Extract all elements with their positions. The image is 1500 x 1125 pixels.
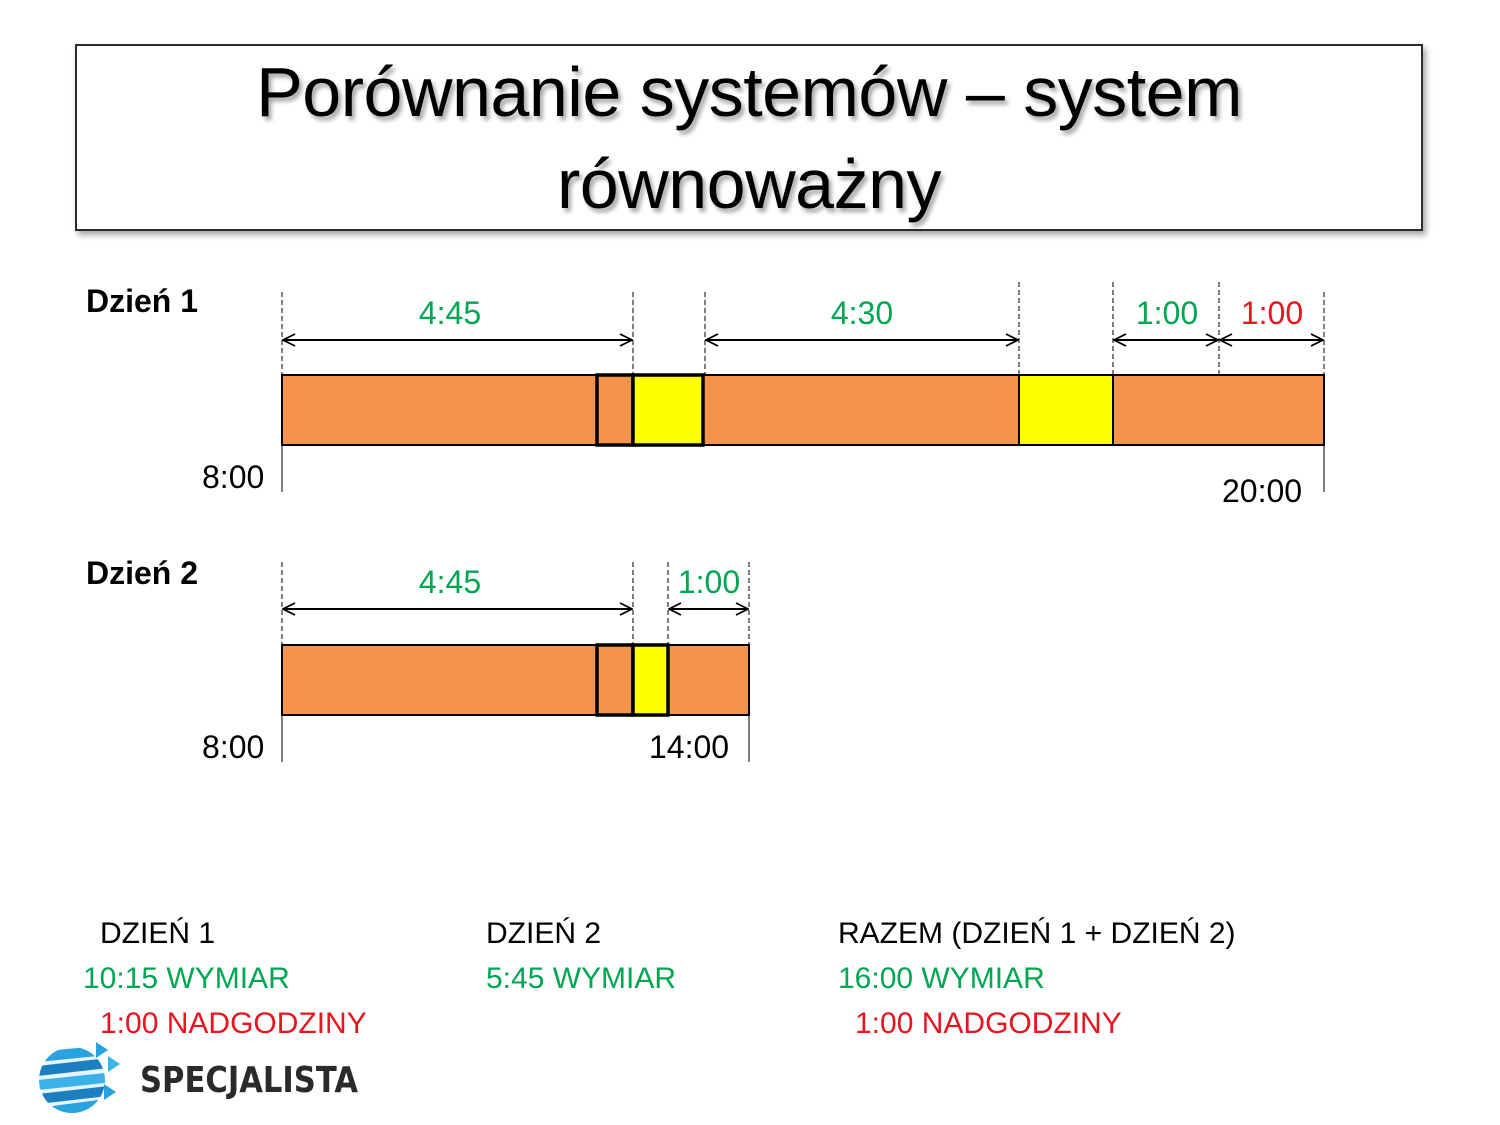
day2-dim-2: 1:00 (677, 564, 741, 600)
day1-work-bar (281, 374, 1325, 446)
summary-day2-header: DZIEŃ 2 (486, 917, 602, 950)
day2-overlap-segment (595, 643, 635, 717)
day1-overlap-segment (595, 373, 635, 447)
globe-arrows-icon (39, 1042, 120, 1113)
day2-end-time: 14:00 (649, 729, 730, 765)
summary-day1-header: DZIEŃ 1 (100, 917, 216, 950)
day1-label: Dzień 1 (86, 283, 199, 319)
summary-total-header: RAZEM (DZIEŃ 1 + DZIEŃ 2) (838, 917, 1236, 950)
summary-day1: DZIEŃ 1 10:15 WYMIAR 1:00 NADGODZINY (83, 911, 367, 1046)
day1-dim-2: 4:30 (830, 295, 894, 331)
summary-day1-standard: 10:15 WYMIAR (83, 962, 290, 995)
day1-end-time: 20:00 (1222, 473, 1303, 509)
day1-start-time: 8:00 (202, 459, 265, 495)
logo-text: SPECJALISTA (140, 1059, 358, 1101)
summary-total: RAZEM (DZIEŃ 1 + DZIEŃ 2) 16:00 WYMIAR 1… (838, 911, 1236, 1046)
title-line-1: Porównanie systemów – system (256, 52, 1242, 131)
day2-break (631, 643, 670, 717)
summary-total-overtime: 1:00 NADGODZINY (855, 1007, 1122, 1040)
summary-day2-standard: 5:45 WYMIAR (486, 962, 677, 995)
day2-label: Dzień 2 (86, 555, 199, 591)
title-box: Porównanie systemów – system równoważny (75, 44, 1423, 231)
day2-start-time: 8:00 (202, 729, 265, 765)
specjalista-logo: SPECJALISTA (38, 1042, 396, 1118)
day1-dim-3: 1:00 (1135, 295, 1199, 331)
day1-dim-overtime: 1:00 (1240, 295, 1304, 331)
day1-break-2 (1018, 374, 1114, 446)
slide-title: Porównanie systemów – system równoważny (256, 46, 1242, 230)
day2-dim-1: 4:45 (418, 564, 482, 600)
day1-break-1 (631, 373, 705, 447)
summary-day2: DZIEŃ 2 5:45 WYMIAR (486, 911, 676, 1001)
day2-work-bar (281, 644, 750, 716)
summary-day1-overtime: 1:00 NADGODZINY (100, 1007, 367, 1040)
summary-total-standard: 16:00 WYMIAR (838, 962, 1045, 995)
day1-dim-1: 4:45 (418, 295, 482, 331)
day1-timeline (281, 282, 1325, 492)
title-line-2: równoważny (556, 144, 942, 223)
day2-timeline (281, 562, 750, 762)
